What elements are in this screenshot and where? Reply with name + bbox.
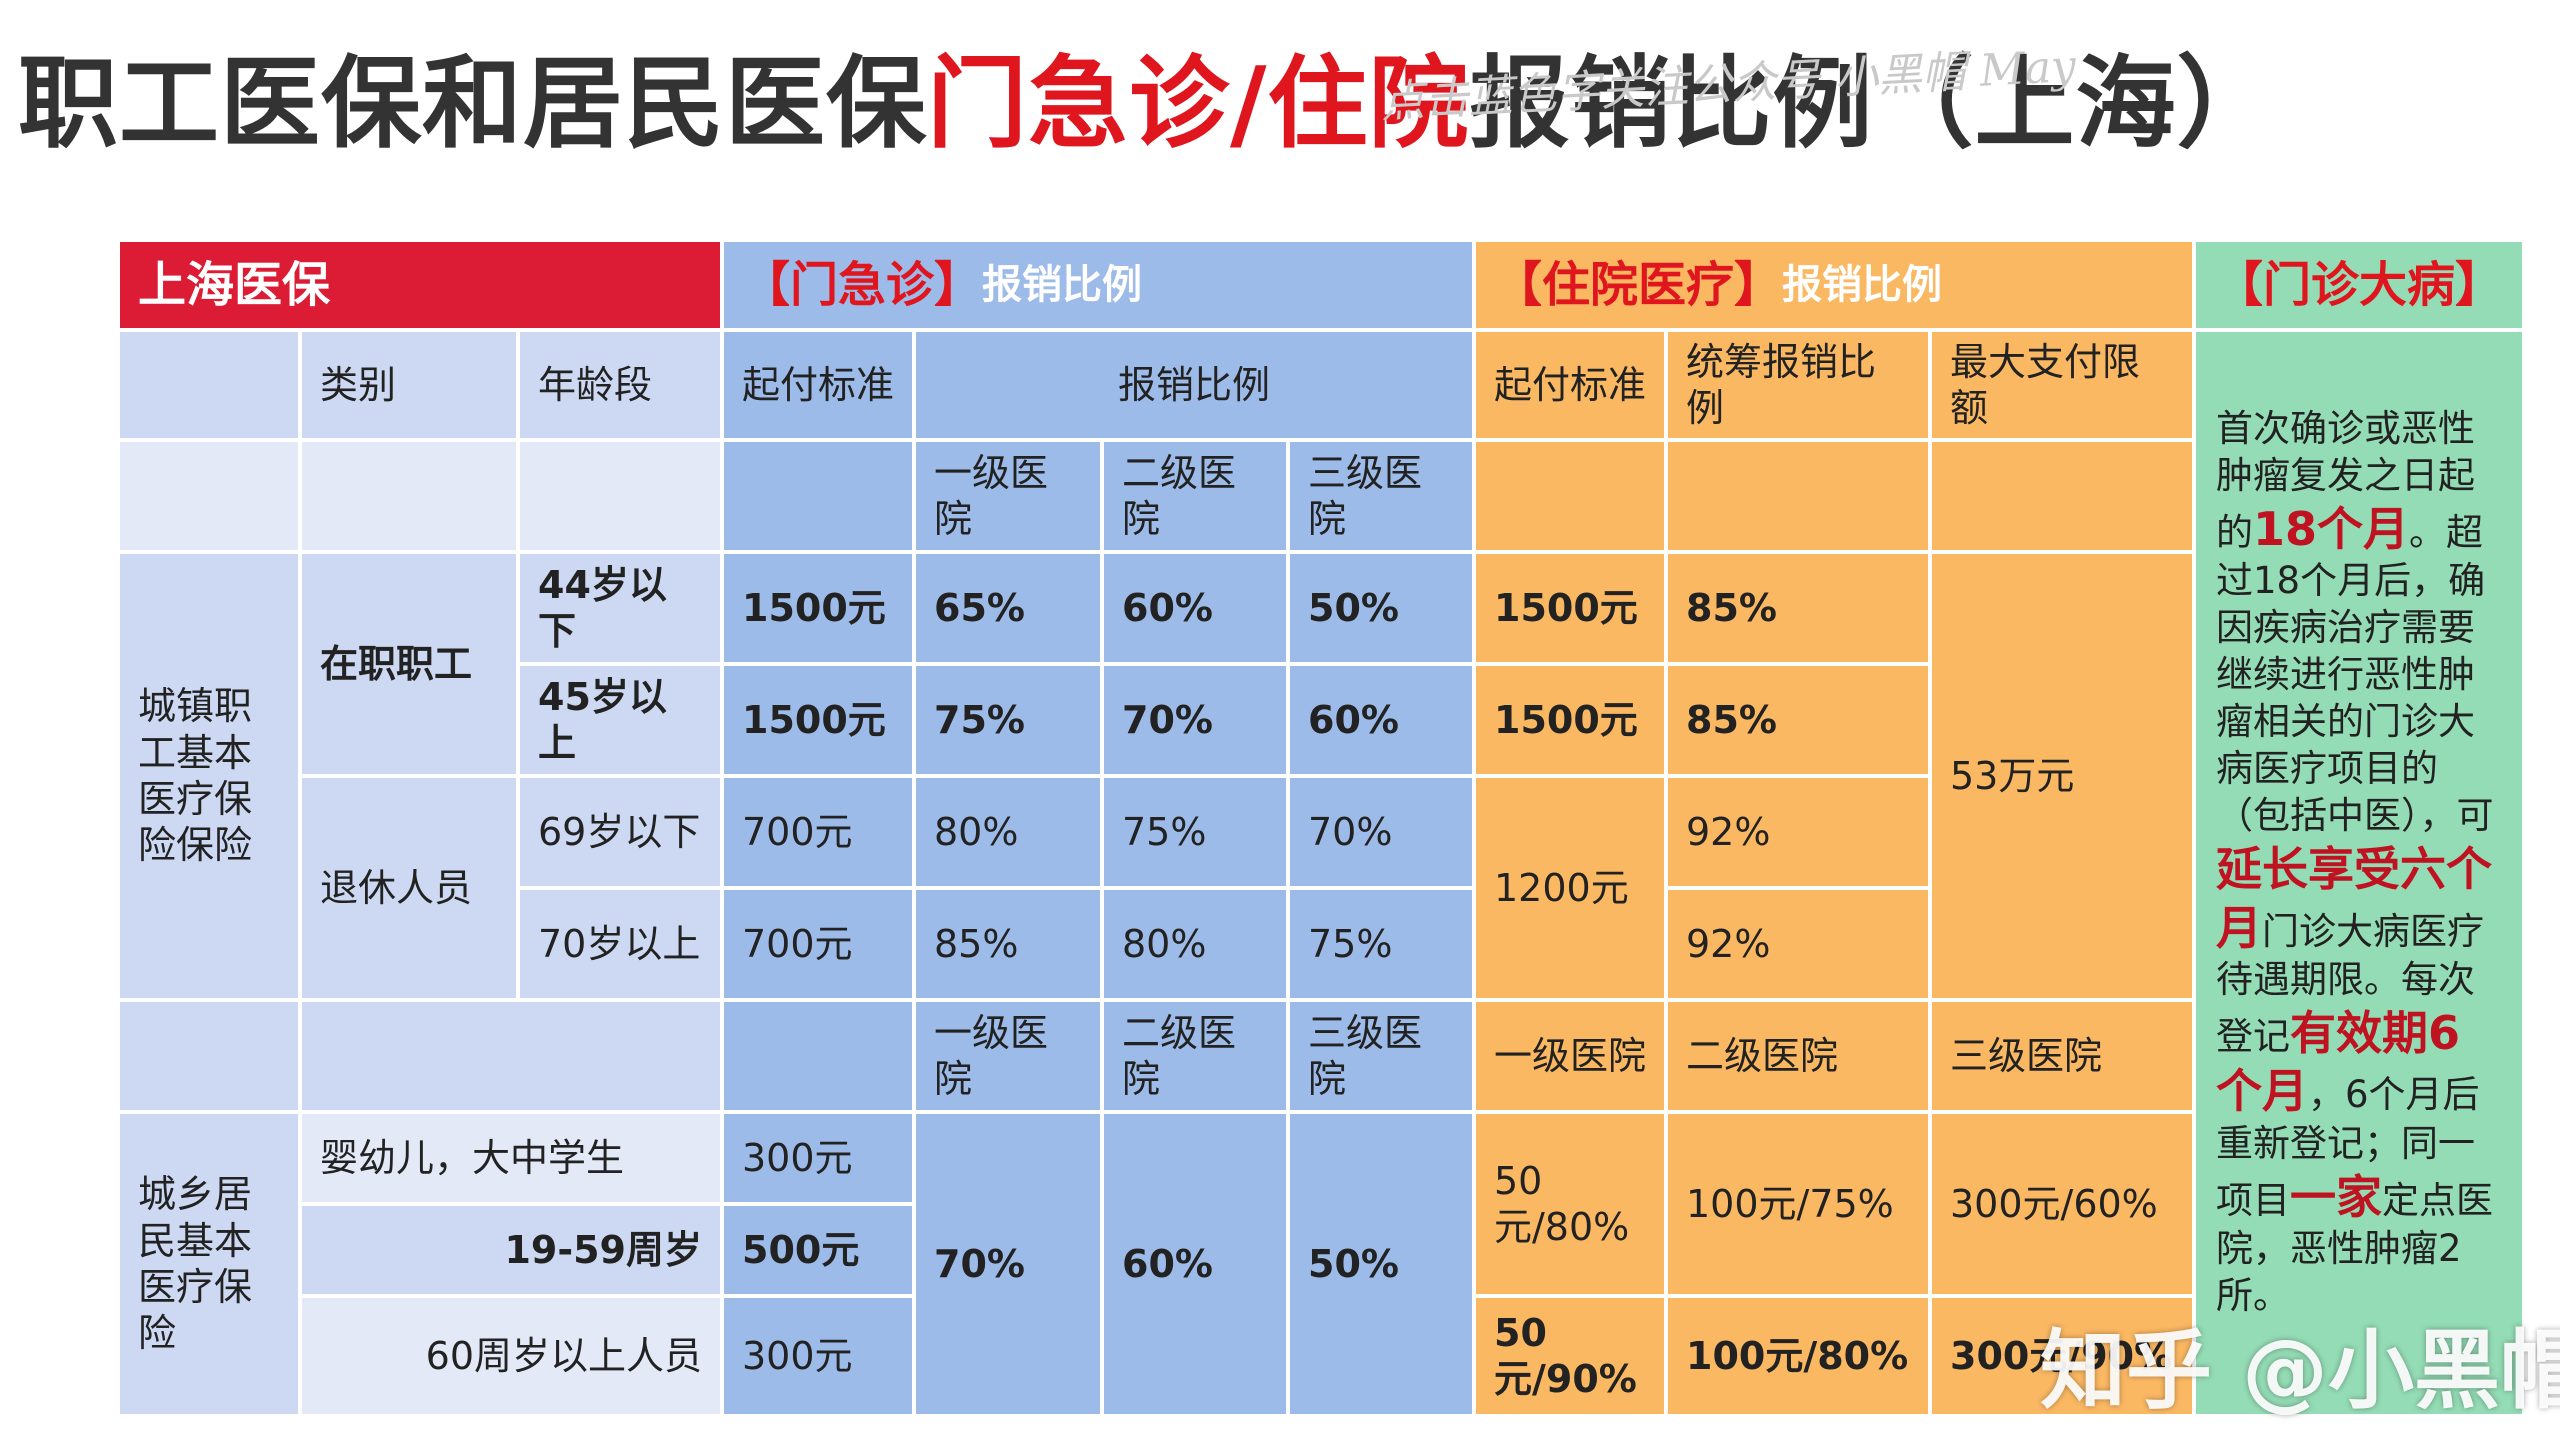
employee-max-limit: 53万元	[1930, 552, 2194, 1000]
column-age-group: 年龄段	[518, 330, 722, 440]
column-category: 类别	[300, 330, 518, 440]
column-level-2: 二级医院	[1102, 440, 1288, 552]
resident-outpatient-level-1: 70%	[914, 1112, 1102, 1416]
table-row-level-1: 85%	[914, 888, 1102, 1000]
table-row-group: 19-59周岁	[300, 1204, 722, 1296]
table-row-level-1: 65%	[914, 552, 1102, 664]
subheader-blank-5	[1474, 440, 1666, 552]
resident-column-level-2: 二级医院	[1102, 1000, 1288, 1112]
resident-senior-level-1: 50元/90%	[1474, 1296, 1666, 1416]
title-part-2: 门急诊/住院	[927, 45, 1470, 162]
employee-insurance-label: 城镇职工基本医疗保险保险	[118, 552, 300, 1000]
employee-in-service: 在职职工	[300, 552, 518, 776]
subheader-blank-1	[118, 440, 300, 552]
major-illness-text: 首次确诊或恶性肿瘤复发之日起的18个月。超过18个月后，确因疾病治疗需要继续进行…	[2216, 407, 2494, 1318]
table-row-level-3: 50%	[1288, 552, 1474, 664]
table-row-age: 44岁以下	[518, 552, 722, 664]
resident-subheader-blank-2	[300, 1000, 722, 1112]
header-inpatient: 【住院医疗】 报销比例	[1474, 240, 2194, 330]
resident-insurance-label: 城乡居民基本医疗保险	[118, 1112, 300, 1416]
header-major-illness: 【门诊大病】	[2194, 240, 2524, 330]
table-row-level-2: 75%	[1102, 776, 1288, 888]
column-level-3: 三级医院	[1288, 440, 1474, 552]
table-row-deductible: 1500元	[722, 552, 914, 664]
table-row-level-1: 75%	[914, 664, 1102, 776]
column-inpatient-deductible: 起付标准	[1474, 330, 1666, 440]
table-row-pooled: 92%	[1666, 888, 1930, 1000]
resident-senior-level-3: 300元/90%	[1930, 1296, 2194, 1416]
column-reimbursement: 报销比例	[914, 330, 1474, 440]
header-outpatient: 【门急诊】 报销比例	[722, 240, 1474, 330]
table-row-age: 69岁以下	[518, 776, 722, 888]
table-row-pooled: 92%	[1666, 776, 1930, 888]
major-illness-note: 首次确诊或恶性肿瘤复发之日起的18个月。超过18个月后，确因疾病治疗需要继续进行…	[2194, 330, 2524, 1416]
title-part-1: 职工医保和居民医保	[18, 45, 927, 162]
resident-subheader-blank-1	[118, 1000, 300, 1112]
table-row-level-3: 60%	[1288, 664, 1474, 776]
column-level-1: 一级医院	[914, 440, 1102, 552]
header-blank	[118, 330, 300, 440]
table-row-group: 婴幼儿，大中学生	[300, 1112, 722, 1204]
table-row-deductible: 300元	[722, 1112, 914, 1204]
table-row-level-3: 75%	[1288, 888, 1474, 1000]
resident-in-column-level-2: 二级医院	[1666, 1000, 1930, 1112]
resident-in-column-level-3: 三级医院	[1930, 1000, 2194, 1112]
table-row-level-1: 80%	[914, 776, 1102, 888]
resident-in-column-level-1: 一级医院	[1474, 1000, 1666, 1112]
resident-outpatient-level-3: 50%	[1288, 1112, 1474, 1416]
resident-outpatient-level-2: 60%	[1102, 1112, 1288, 1416]
table-row-age: 70岁以上	[518, 888, 722, 1000]
resident-inpatient-level-2: 100元/75%	[1666, 1112, 1930, 1296]
header-shanghai: 上海医保	[118, 240, 722, 330]
table-row-level-2: 70%	[1102, 664, 1288, 776]
watermark-bottom: 知乎 @小黑帽	[2040, 1321, 2560, 1421]
resident-inpatient-level-3: 300元/60%	[1930, 1112, 2194, 1296]
subheader-blank-7	[1930, 440, 2194, 552]
table-row-pooled: 85%	[1666, 664, 1930, 776]
subheader-blank-3	[518, 440, 722, 552]
table-row-deductible: 700元	[722, 776, 914, 888]
table-row-level-2: 60%	[1102, 552, 1288, 664]
subheader-blank-6	[1666, 440, 1930, 552]
table-row-group: 60周岁以上人员	[300, 1296, 722, 1416]
table-row-deductible: 300元	[722, 1296, 914, 1416]
retired-inpatient-deductible: 1200元	[1474, 776, 1666, 1000]
table-row-pooled: 85%	[1666, 552, 1930, 664]
resident-subheader-blank-3	[722, 1000, 914, 1112]
resident-inpatient-level-1: 50元/80%	[1474, 1112, 1666, 1296]
resident-column-level-3: 三级医院	[1288, 1000, 1474, 1112]
employee-retired: 退休人员	[300, 776, 518, 1000]
resident-senior-level-2: 100元/80%	[1666, 1296, 1930, 1416]
page-title: 职工医保和居民医保门急诊/住院报销比例（上海）	[18, 34, 2278, 174]
table-row-level-2: 80%	[1102, 888, 1288, 1000]
table-row-in-deductible: 1500元	[1474, 552, 1666, 664]
table-row-deductible: 1500元	[722, 664, 914, 776]
column-pooled-reimbursement: 统筹报销比例	[1666, 330, 1930, 440]
subheader-blank-4	[722, 440, 914, 552]
table-row-age: 45岁以上	[518, 664, 722, 776]
column-max-payment: 最大支付限额	[1930, 330, 2194, 440]
subheader-blank-2	[300, 440, 518, 552]
table-row-level-3: 70%	[1288, 776, 1474, 888]
resident-column-level-1: 一级医院	[914, 1000, 1102, 1112]
table-row-deductible: 500元	[722, 1204, 914, 1296]
column-deductible: 起付标准	[722, 330, 914, 440]
title-part-3: 报销比例（上海）	[1469, 45, 2278, 162]
table-row-in-deductible: 1500元	[1474, 664, 1666, 776]
table-row-deductible: 700元	[722, 888, 914, 1000]
